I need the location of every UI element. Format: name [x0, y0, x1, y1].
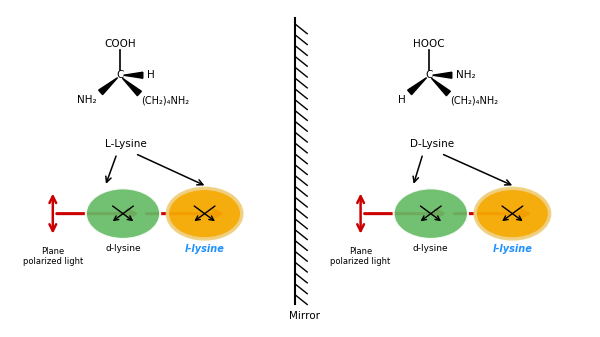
Polygon shape: [122, 78, 142, 96]
Text: d-lysine: d-lysine: [413, 244, 449, 253]
Text: polarized light: polarized light: [23, 257, 83, 266]
Polygon shape: [407, 78, 427, 95]
Text: Plane: Plane: [41, 247, 64, 256]
Ellipse shape: [475, 188, 550, 239]
Ellipse shape: [394, 188, 468, 239]
Text: HOOC: HOOC: [413, 39, 445, 49]
Ellipse shape: [167, 188, 242, 239]
Text: (CH₂)₄NH₂: (CH₂)₄NH₂: [450, 96, 499, 106]
Text: (CH₂)₄NH₂: (CH₂)₄NH₂: [141, 96, 190, 106]
Text: l-lysine: l-lysine: [185, 244, 224, 254]
Text: C: C: [116, 70, 124, 80]
Text: H: H: [147, 70, 155, 80]
Polygon shape: [433, 72, 452, 78]
Polygon shape: [98, 78, 118, 95]
Text: l-lysine: l-lysine: [493, 244, 532, 254]
Text: Plane: Plane: [349, 247, 372, 256]
Text: C: C: [425, 70, 433, 80]
Polygon shape: [124, 72, 143, 78]
Text: NH₂: NH₂: [456, 70, 476, 80]
Text: COOH: COOH: [104, 39, 136, 49]
Text: Mirror: Mirror: [289, 310, 320, 320]
Text: NH₂: NH₂: [77, 95, 97, 105]
Text: H: H: [398, 95, 406, 105]
Polygon shape: [431, 78, 451, 96]
Text: L-Lysine: L-Lysine: [105, 140, 147, 149]
Text: polarized light: polarized light: [331, 257, 391, 266]
Text: d-lysine: d-lysine: [105, 244, 141, 253]
Text: D-Lysine: D-Lysine: [410, 140, 454, 149]
Ellipse shape: [86, 188, 160, 239]
